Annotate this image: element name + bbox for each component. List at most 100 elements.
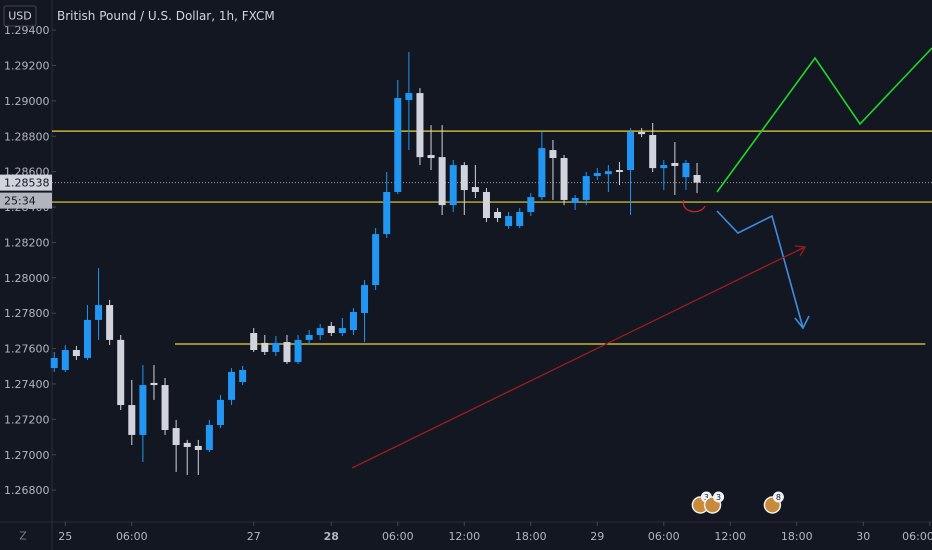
candle-body <box>638 132 646 135</box>
candle-body <box>117 339 125 406</box>
y-tick-label: 1.26800 <box>4 484 50 497</box>
candle-body <box>72 350 80 357</box>
y-tick-label: 1.29000 <box>4 95 50 108</box>
candle-body <box>216 399 224 426</box>
price-label-box <box>0 174 52 191</box>
candle-body <box>361 285 369 314</box>
arrow-head <box>794 315 810 330</box>
x-tick-label: 27 <box>247 530 261 543</box>
candle-body <box>671 162 679 166</box>
candle-body <box>327 325 335 334</box>
chart-title: British Pound / U.S. Dollar, 1h, FXCM <box>57 9 275 23</box>
scale-button[interactable]: Z <box>19 530 27 543</box>
candle-body <box>272 342 280 352</box>
candle-body <box>649 135 657 169</box>
event-count-bg <box>713 491 725 503</box>
candle-body <box>405 93 413 100</box>
projection-arrow <box>716 210 804 329</box>
price-label: 1.28538 <box>4 177 50 190</box>
candle-body <box>505 216 513 226</box>
y-tick-label: 1.28200 <box>4 236 50 249</box>
y-tick-label: 1.29200 <box>4 59 50 72</box>
candle-body <box>239 370 247 383</box>
candle-body <box>627 132 635 171</box>
y-tick-label: 1.28000 <box>4 272 50 285</box>
scale-button-box[interactable] <box>15 527 31 545</box>
event-count: 8 <box>776 493 781 502</box>
currency: USD <box>8 10 32 23</box>
candle-body <box>106 305 114 340</box>
candle-body <box>205 425 213 450</box>
candle-body <box>50 357 58 369</box>
candle-body <box>660 165 668 169</box>
candle-body <box>460 165 468 191</box>
candle-body <box>615 170 623 172</box>
y-tick-label: 1.27800 <box>4 307 50 320</box>
candle-body <box>294 339 302 363</box>
currency-box[interactable] <box>3 5 37 27</box>
arrow-head <box>794 245 807 257</box>
candle-body <box>383 191 391 235</box>
x-tick-label: 30 <box>856 530 870 543</box>
drawings <box>351 47 932 469</box>
candle-body <box>150 382 158 386</box>
x-tick-label: 28 <box>324 530 339 543</box>
x-tick-label: 06:00 <box>648 530 680 543</box>
candle-body <box>516 211 524 226</box>
candle-body <box>95 305 103 320</box>
candle-body <box>693 175 701 183</box>
candle-body <box>338 328 346 334</box>
candle-body <box>250 333 258 351</box>
candle-body <box>139 385 147 435</box>
candle-body <box>438 157 446 206</box>
candle-body <box>161 385 169 430</box>
circle-mark <box>682 199 706 213</box>
x-tick-label: 06:00 <box>382 530 414 543</box>
candle-body <box>305 334 313 340</box>
candle-body <box>427 155 435 159</box>
y-tick-label: 1.27200 <box>4 413 50 426</box>
candle-body <box>593 173 601 177</box>
candle-body <box>83 319 91 358</box>
candle-body <box>471 187 479 192</box>
event-count: 3 <box>716 493 721 502</box>
x-tick-label: 18:00 <box>781 530 813 543</box>
y-tick-label: 1.27600 <box>4 343 50 356</box>
candle-body <box>183 442 191 447</box>
candle-body <box>571 198 579 203</box>
candle-body <box>449 165 457 206</box>
x-tick-label: 18:00 <box>515 530 547 543</box>
candle-body <box>394 98 402 192</box>
candle-body <box>527 197 535 212</box>
candle-body <box>172 428 180 446</box>
candle-body <box>604 171 612 175</box>
candle-body <box>482 191 490 219</box>
candle-body <box>549 150 557 159</box>
candle-body <box>316 328 324 335</box>
candle-body <box>349 311 357 331</box>
countdown-box <box>0 192 52 209</box>
x-tick-label: 12:00 <box>448 530 480 543</box>
candle-body <box>194 445 202 450</box>
countdown: 25:34 <box>4 195 36 208</box>
x-tick-label: 29 <box>590 530 604 543</box>
candle-body <box>61 350 69 371</box>
candle-body <box>283 342 291 363</box>
projection-line <box>716 47 932 193</box>
candle-body <box>582 176 590 200</box>
x-tick-label: 12:00 <box>714 530 746 543</box>
x-tick-label: 06:00 <box>902 530 932 543</box>
candle-body <box>538 148 546 198</box>
event-count: 3 <box>704 493 709 502</box>
candle-body <box>494 211 502 219</box>
candle-body <box>416 93 424 158</box>
x-tick-label: 06:00 <box>116 530 148 543</box>
candle-body <box>261 342 269 352</box>
y-tick-label: 1.29400 <box>4 24 50 37</box>
trend-line <box>351 246 806 469</box>
candle-body <box>128 405 136 435</box>
